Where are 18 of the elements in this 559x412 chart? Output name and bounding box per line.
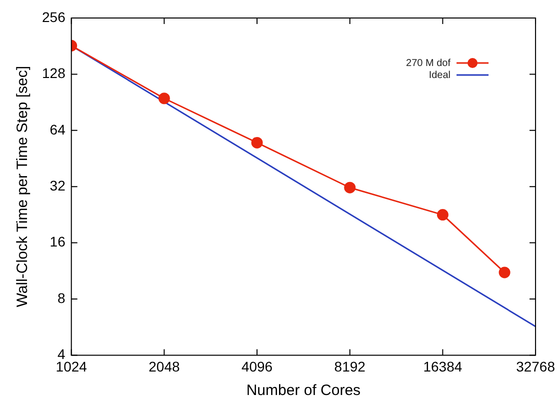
x-tick-label: 32768: [516, 358, 556, 374]
y-tick-label: 16: [50, 234, 66, 250]
y-tick-label: 32: [50, 177, 66, 194]
x-tick-label: 8192: [334, 358, 366, 374]
y-axis-title: Wall-Clock Time per Time Step [sec]: [14, 66, 32, 308]
y-tick-label: 64: [50, 121, 66, 138]
y-tick-label: 256: [42, 8, 66, 25]
x-tick-label: 16384: [423, 358, 462, 374]
point: [344, 182, 356, 194]
x-tick-label: 2048: [148, 358, 180, 374]
legend-label: 270 M dof: [406, 58, 451, 69]
point: [436, 209, 448, 221]
x-tick-label: 4096: [241, 358, 273, 374]
legend-label: Ideal: [428, 70, 451, 81]
y-tick-label: 128: [42, 65, 66, 82]
y-tick-label: 8: [58, 290, 66, 306]
x-axis-title: Number of Cores: [246, 382, 361, 400]
point: [251, 136, 263, 148]
